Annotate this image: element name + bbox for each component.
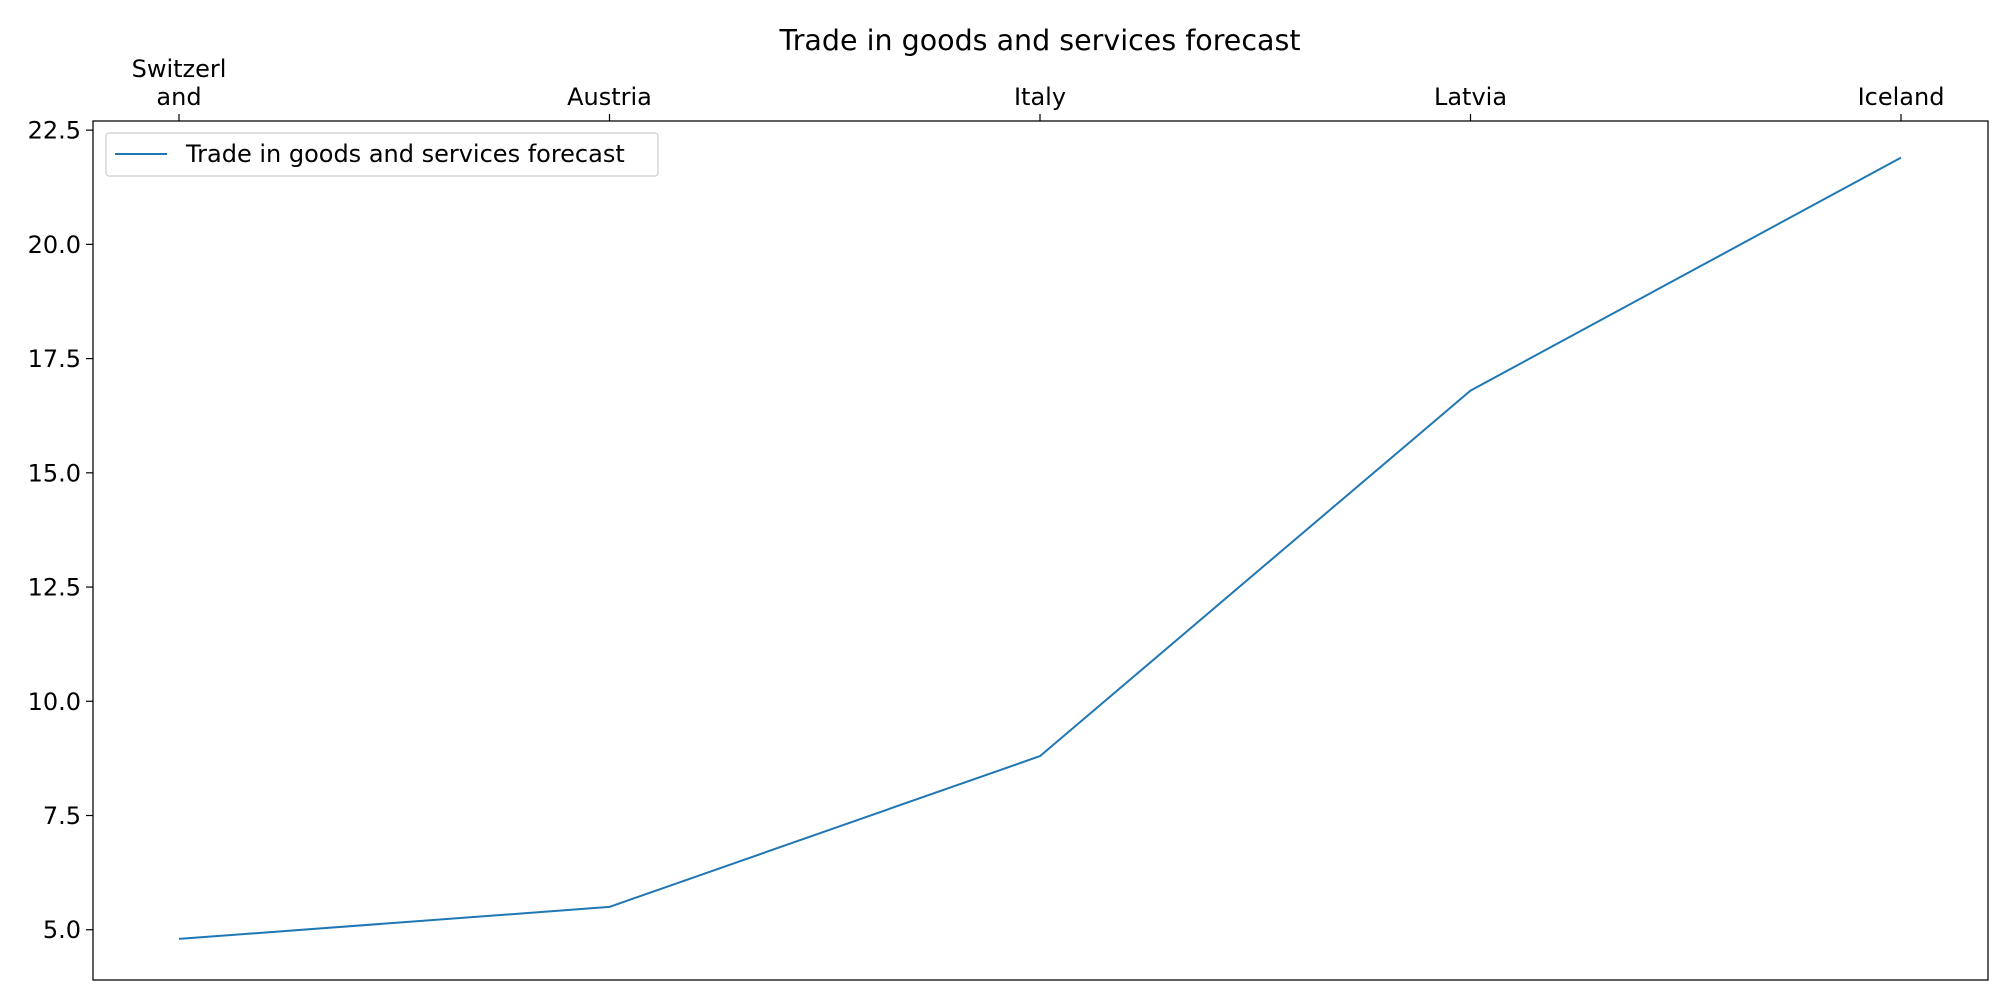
y-axis: 5.0 7.5 10.0 12.5 15.0 17.5 20.0 22.5 [28,117,93,944]
y-tick-label: 22.5 [28,117,81,145]
y-tick-label: 17.5 [28,345,81,373]
legend-label: Trade in goods and services forecast [185,140,625,168]
y-tick-label: 15.0 [28,459,81,487]
y-tick-label: 10.0 [28,688,81,716]
legend-box [105,132,659,177]
x-tick-label: Italy [1014,83,1066,111]
y-tick-label: 20.0 [28,231,81,259]
series-layer [178,156,1902,940]
x-tick-label: Austria [567,83,652,111]
y-tick-label: 5.0 [43,916,81,944]
plot-frame [92,120,1989,981]
legend: Trade in goods and services forecast [105,132,659,177]
x-tick-label: Latvia [1434,83,1507,111]
y-tick-label: 7.5 [43,802,81,830]
chart-title: Trade in goods and services forecast [778,24,1300,57]
x-tick-label: Iceland [1858,83,1945,111]
x-tick-label: Switzerl [132,55,227,83]
y-tick-label: 12.5 [28,574,81,602]
x-tick-label: and [156,83,201,111]
series-line [178,156,1902,940]
